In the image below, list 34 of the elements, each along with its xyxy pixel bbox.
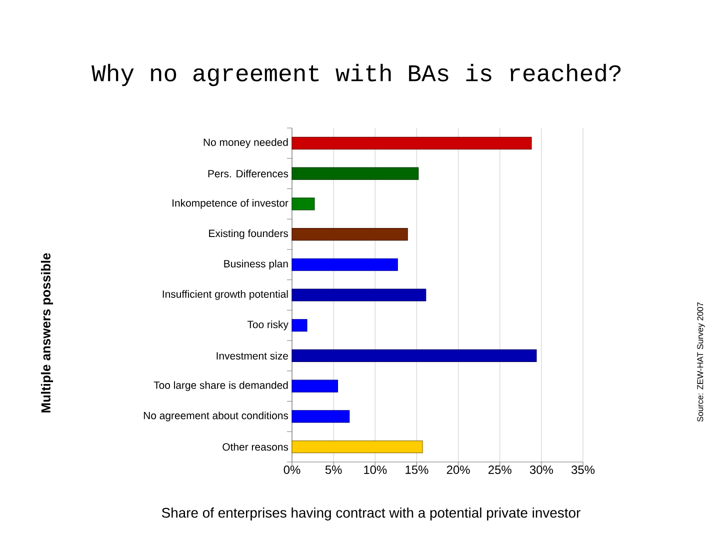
bar xyxy=(292,228,408,241)
chart-title: Why no agreement with BAs is reached? xyxy=(92,64,621,86)
y-tick-label: Existing founders xyxy=(209,229,288,240)
y-tick-label: Too risky xyxy=(247,320,288,330)
bar xyxy=(292,440,423,454)
y-tick-label: Too large share is demanded xyxy=(154,381,288,391)
x-tick-label: 35% xyxy=(571,466,595,474)
x-tick-label: 25% xyxy=(488,466,512,474)
x-tick-label: 0% xyxy=(284,466,300,474)
bar xyxy=(292,167,419,180)
x-tick-label: 10% xyxy=(364,466,387,474)
bar xyxy=(292,349,537,362)
bar xyxy=(292,410,350,423)
y-tick-label: Investment size xyxy=(216,352,288,360)
bar xyxy=(292,319,308,332)
x-axis-title: Share of enterprises having contract with a potential private investor xyxy=(162,507,580,520)
y-tick-label: No money needed xyxy=(204,138,288,148)
source-note: Source: ZEW-HAT Survey 2007 xyxy=(697,302,705,422)
x-tick-label: 5% xyxy=(325,466,342,474)
y-tick-label: Insufficient growth potential xyxy=(162,290,288,300)
y-tick-label: No agreement about conditions xyxy=(144,412,288,422)
y-tick-label: Business plan xyxy=(224,260,288,270)
bar xyxy=(292,136,532,150)
x-tick-label: 30% xyxy=(530,466,553,474)
y-tick-label: Other reasons xyxy=(222,442,288,451)
y-tick-label: Inkompetence of investor xyxy=(172,199,288,209)
y-tick-label: Pers. Differences xyxy=(208,170,288,178)
x-tick-label: 15% xyxy=(406,466,428,474)
text: Multiple answers possible xyxy=(40,253,54,412)
bar xyxy=(292,258,398,271)
bar xyxy=(292,198,315,210)
x-tick-label: 20% xyxy=(446,466,470,474)
bar xyxy=(292,288,426,302)
bar xyxy=(292,380,338,392)
